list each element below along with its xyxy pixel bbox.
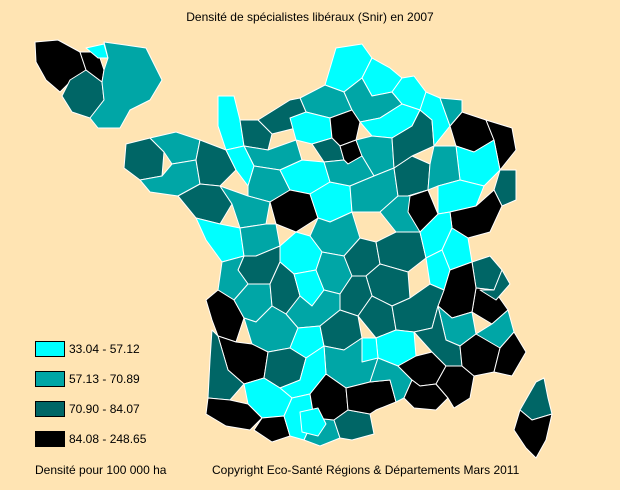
legend-label-1: 33.04 - 57.12 [69,342,140,356]
region-corse-du-sud [513,409,553,459]
copyright-text: Copyright Eco-Santé Régions & Départemen… [212,463,520,477]
legend-swatch-2 [35,371,65,387]
region-lozere [361,337,379,363]
legend-item-2: 57.13 - 70.89 [35,370,146,388]
region-pyrenees-atlantiques [205,397,263,431]
region-monaco-area [479,269,511,301]
region-charente-maritime [205,289,245,343]
region-calvados [239,119,273,151]
region-jura [407,189,439,233]
legend-swatch-4 [35,431,65,447]
region-pyrenees-orientales [299,407,327,437]
legend-item-3: 70.90 - 84.07 [35,400,146,418]
legend-label-2: 57.13 - 70.89 [69,372,140,386]
region-bas-rhin [485,119,517,171]
region-vendee [195,217,245,263]
region-hautes-pyrenees [253,415,291,443]
legend-label-3: 70.90 - 84.07 [69,402,140,416]
inset-seine-et-marne [89,41,163,129]
legend-swatch-1 [35,341,65,357]
legend-item-4: 84.08 - 248.65 [35,430,146,448]
region-haute-alpes-east [475,309,515,349]
region-haut-rhin [493,169,517,207]
density-unit-note: Densité pour 100 000 ha [35,463,167,477]
region-eure [289,111,333,145]
map-title: Densité de spécialistes libéraux (Snir) … [186,10,434,24]
legend-item-1: 33.04 - 57.12 [35,340,146,358]
region-meurthe-et-moselle [439,97,463,127]
legend-label-4: 84.08 - 248.65 [69,432,147,446]
region-essonne [323,155,375,187]
legend-swatch-3 [35,401,65,417]
region-nice [493,331,527,377]
region-landes [207,329,245,401]
legend: 33.04 - 57.12 57.13 - 70.89 70.90 - 84.0… [35,340,146,460]
